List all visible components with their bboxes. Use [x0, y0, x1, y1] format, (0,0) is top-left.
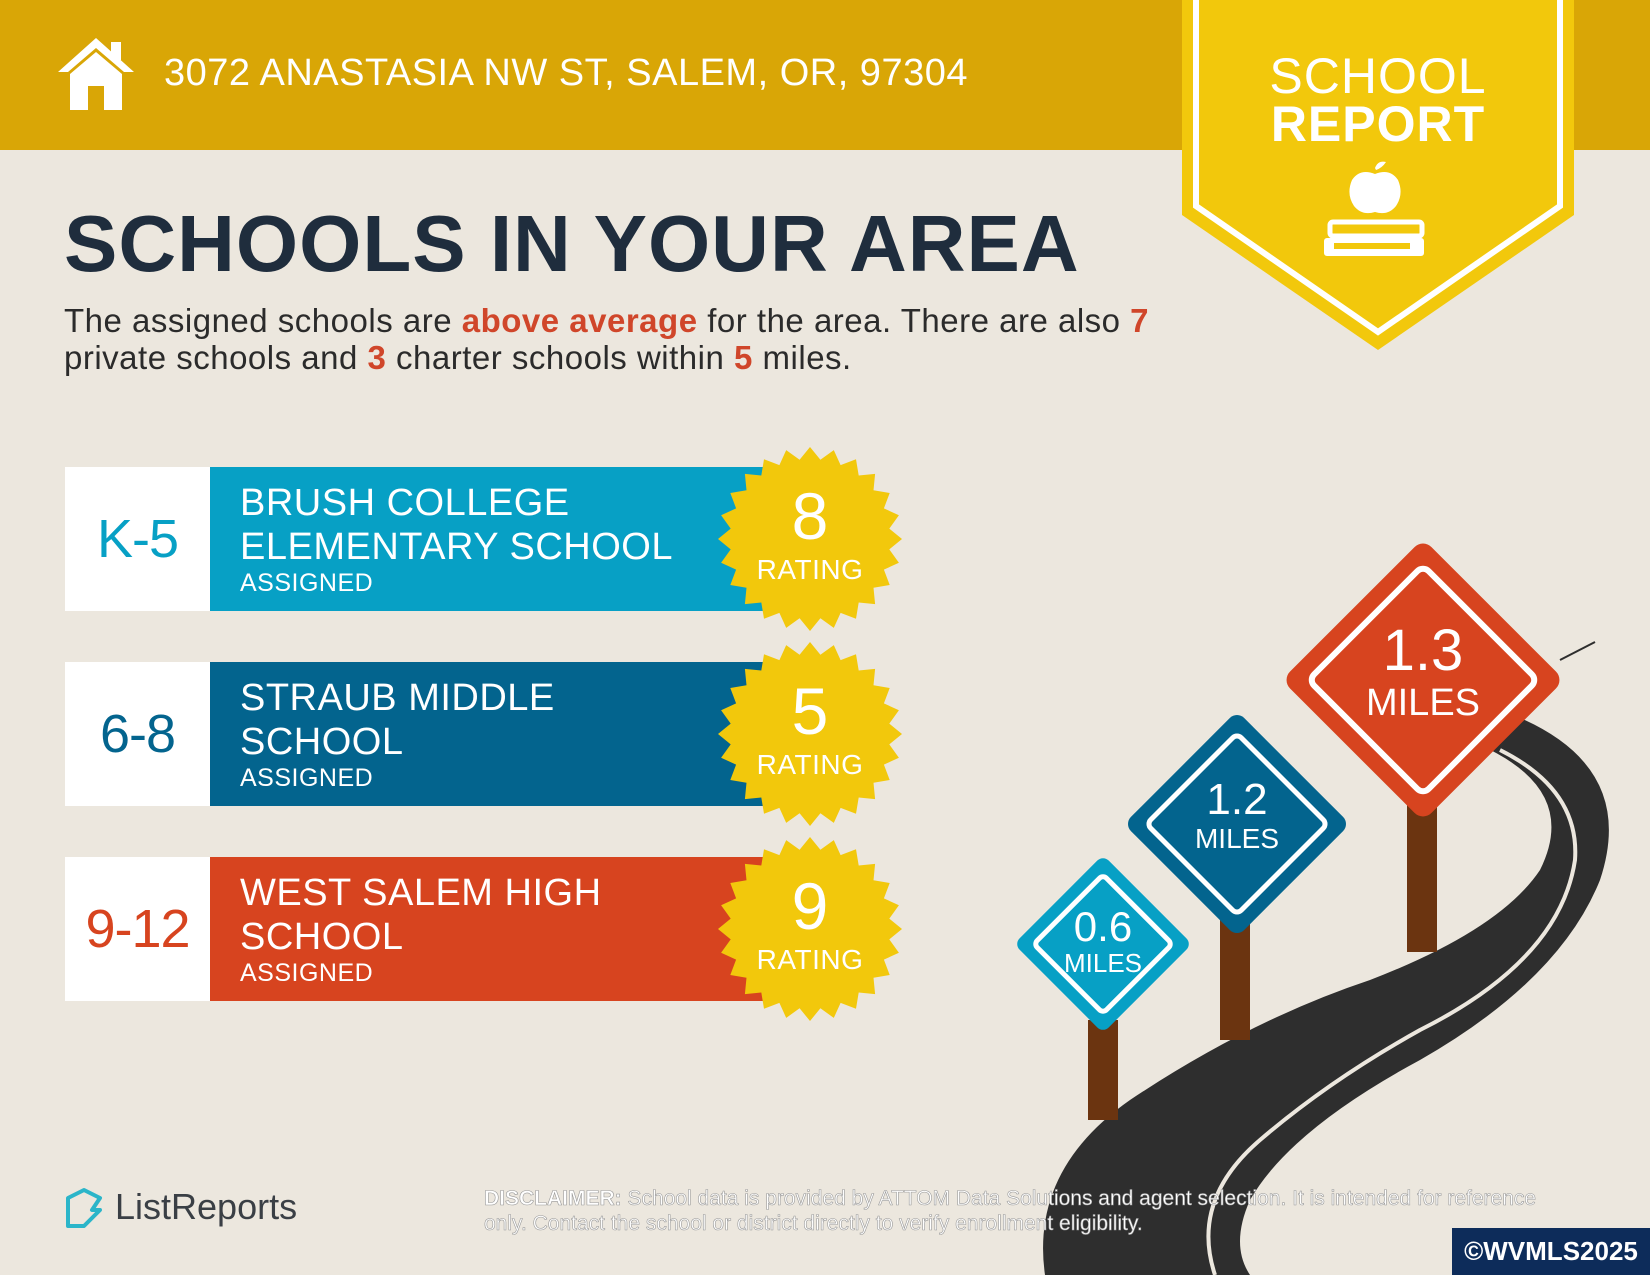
- road-center-line: [1206, 748, 1578, 1275]
- disclaimer: DISCLAIMER: School data is provided by A…: [484, 1187, 1537, 1236]
- rating-value: 8: [791, 479, 829, 553]
- distance-sign-0-6: [1017, 858, 1189, 1030]
- distance-sign-1-3: [1286, 543, 1560, 817]
- school-name: BRUSH COLLEGE ELEMENTARY SCHOOL: [240, 482, 673, 568]
- listreports-logo-text: ListReports: [115, 1186, 298, 1227]
- badge-line-report: REPORT: [1270, 96, 1486, 152]
- charter-school-count: 3: [367, 339, 387, 376]
- rating-seal-icon: [718, 447, 902, 631]
- rating-label: RATING: [756, 749, 864, 780]
- listreports-logo-icon: [66, 1188, 102, 1228]
- rating-seal-icon: [718, 837, 902, 1021]
- badge-line-school: SCHOOL: [1269, 48, 1487, 104]
- page-title: SCHOOLS IN YOUR AREA: [64, 199, 1080, 288]
- copyright-badge: ©WVMLS2025: [1452, 1228, 1650, 1275]
- badge-title: SCHOOL REPORT: [1182, 48, 1574, 152]
- sign-distance-1-2: 1.2 MILES: [1194, 775, 1280, 854]
- rating-seal-icon: [718, 642, 902, 826]
- rating-value: 9: [791, 869, 829, 943]
- summary-text: The assigned schools are above average f…: [64, 302, 1150, 376]
- private-school-count: 7: [1130, 302, 1150, 339]
- school-status: ASSIGNED: [240, 764, 374, 792]
- radius-miles: 5: [734, 339, 753, 376]
- school-name: STRAUB MIDDLE SCHOOL: [240, 677, 555, 763]
- sign-distance-0-6: 0.6 MILES: [1063, 903, 1143, 978]
- property-address: 3072 ANASTASIA NW ST, SALEM, OR, 97304: [164, 52, 968, 94]
- house-icon: [58, 38, 134, 110]
- highlight-above-average: above average: [461, 302, 698, 339]
- sign-distance-1-3: 1.3 MILES: [1365, 618, 1481, 725]
- rating-label: RATING: [756, 554, 864, 585]
- road: [1043, 710, 1609, 1275]
- school-status: ASSIGNED: [240, 959, 374, 987]
- school-row-high: 9-12 WEST SALEM HIGH SCHOOL ASSIGNED: [65, 857, 830, 1001]
- rating-value: 5: [791, 674, 829, 748]
- grade-range: 6-8: [65, 662, 210, 806]
- school-name: WEST SALEM HIGH SCHOOL: [240, 872, 602, 958]
- grade-range: 9-12: [65, 857, 210, 1001]
- school-row-middle: 6-8 STRAUB MIDDLE SCHOOL ASSIGNED: [65, 662, 830, 806]
- grade-range: K-5: [65, 467, 210, 611]
- distance-sign-1-2: [1128, 715, 1346, 933]
- school-status: ASSIGNED: [240, 569, 374, 597]
- apple-on-books-icon: [1324, 161, 1425, 256]
- rating-label: RATING: [756, 944, 864, 975]
